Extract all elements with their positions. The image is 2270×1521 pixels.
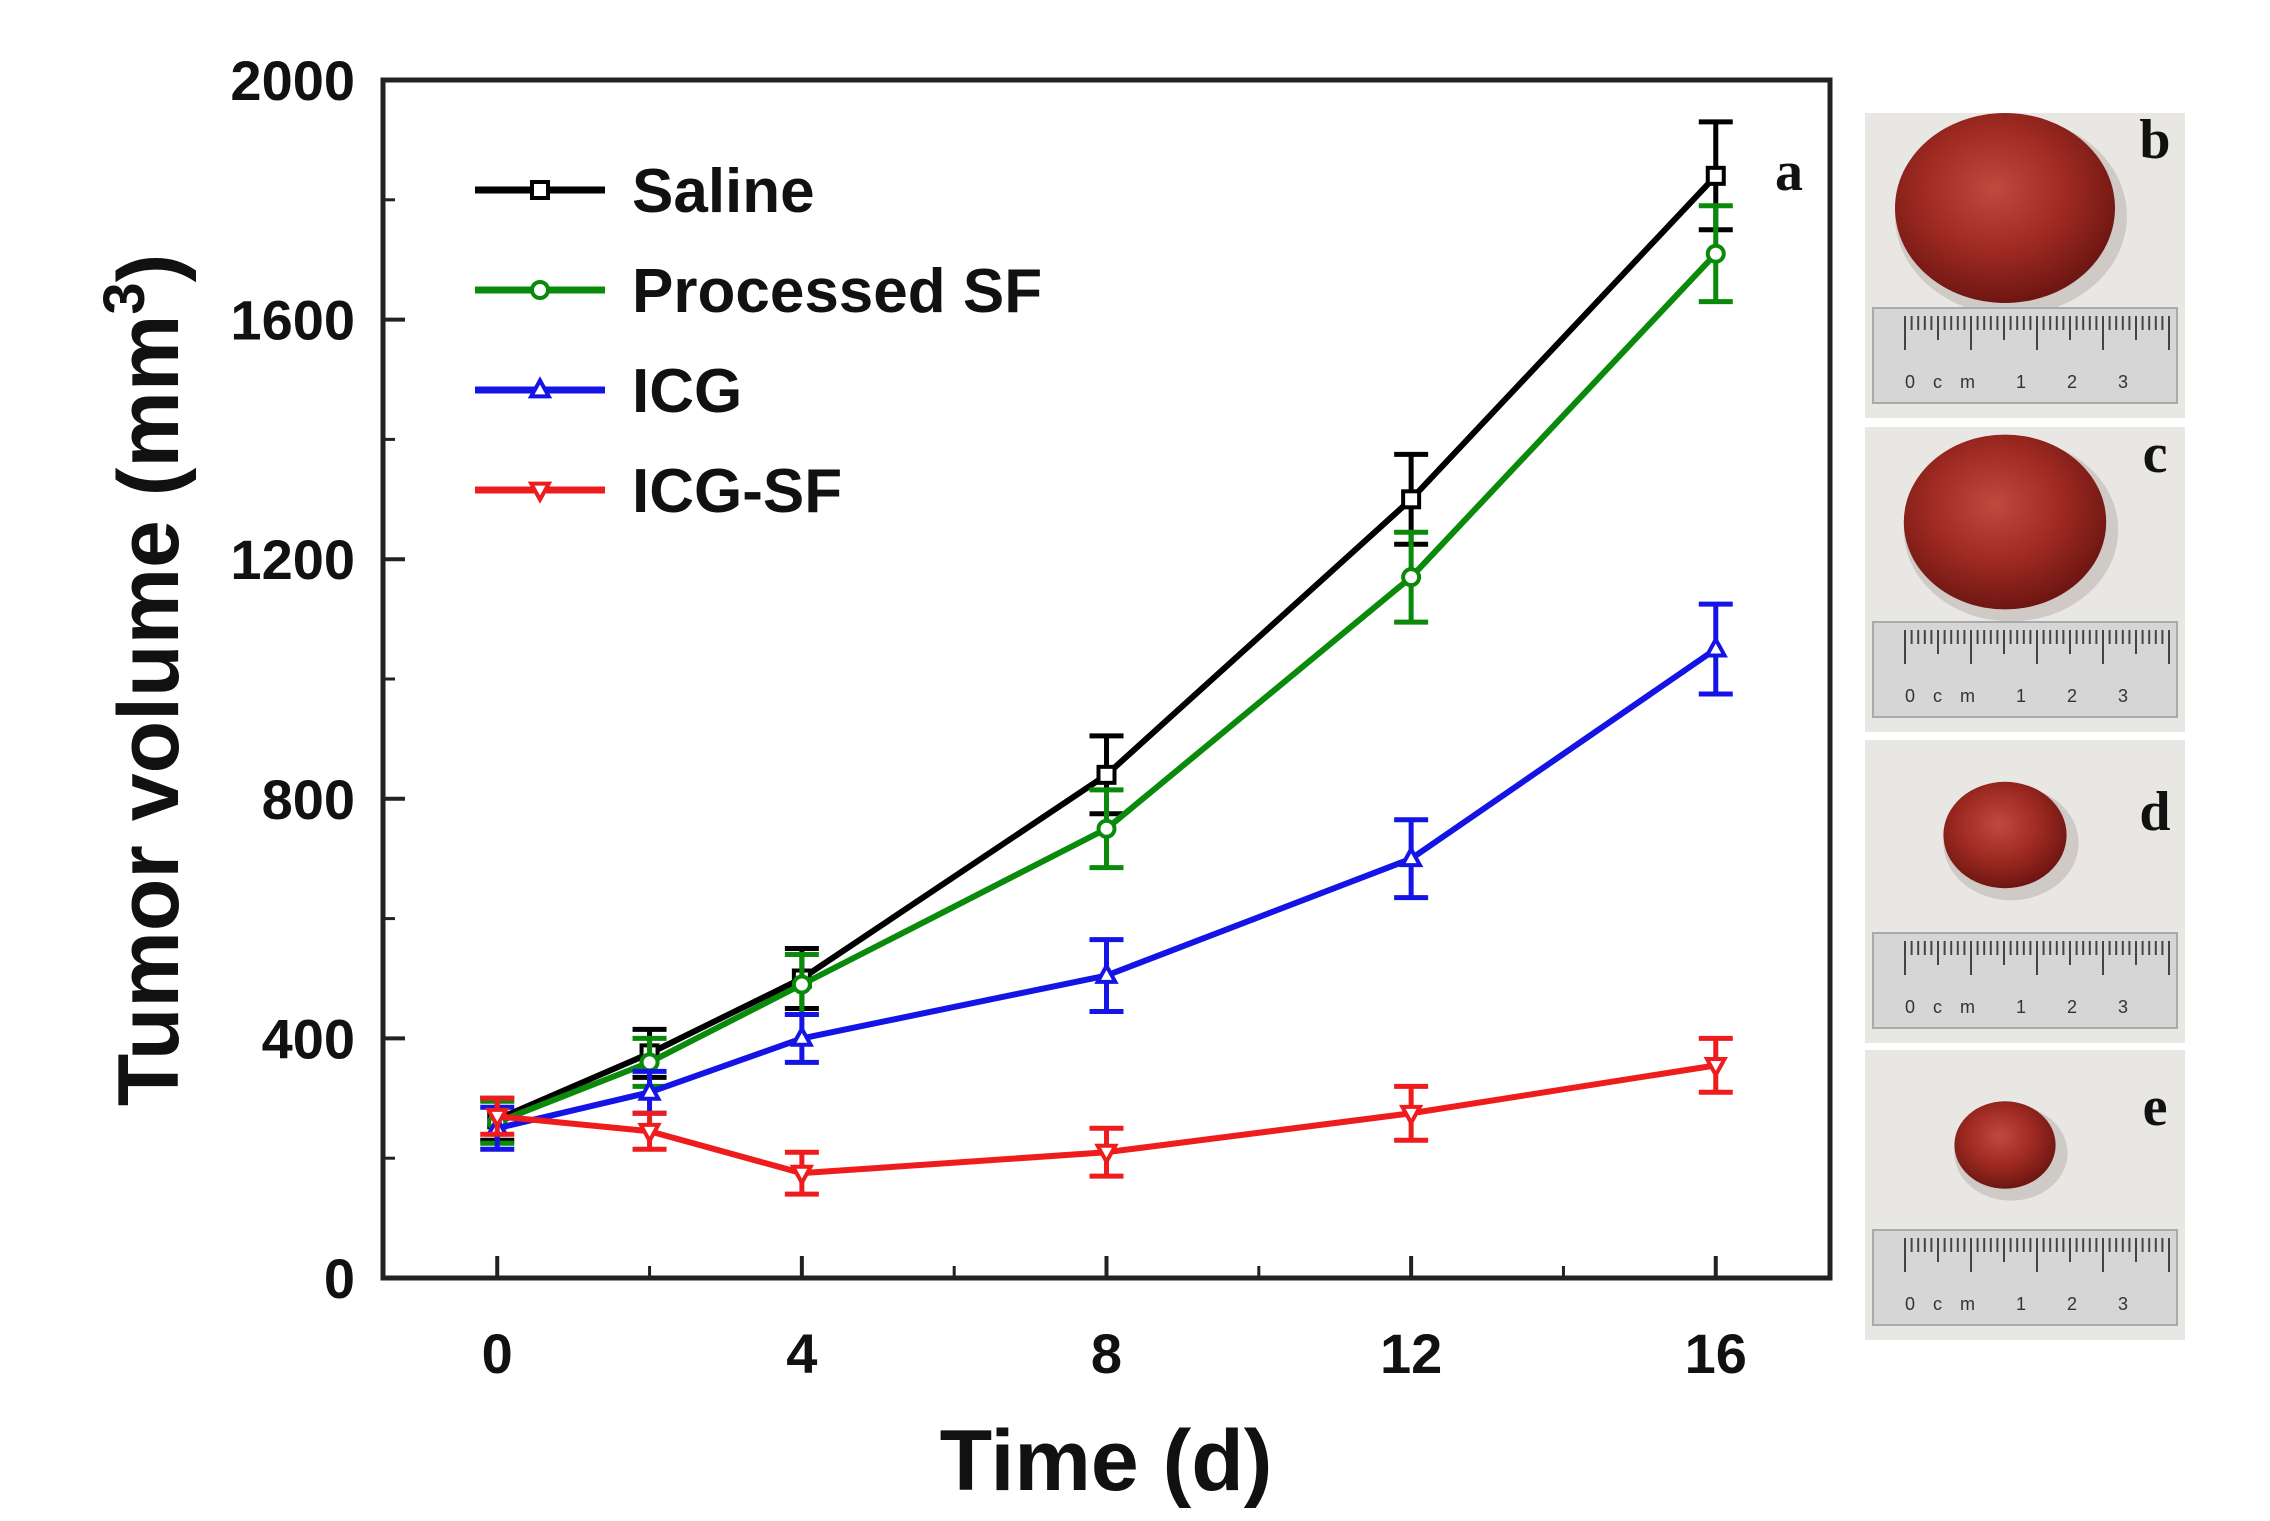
y-tick-label: 2000	[230, 49, 355, 112]
ruler-label: 0cm 1 2 3	[1905, 372, 2146, 392]
data-point	[1094, 961, 1119, 984]
photo-panel-d: 0cm 1 2 3 d	[1865, 740, 2185, 1043]
data-point	[485, 1107, 510, 1131]
photo-panel-e: 0cm 1 2 3 e	[1865, 1050, 2185, 1340]
data-point	[1094, 1143, 1119, 1166]
legend: Saline Processed SF ICG ICG-SF	[475, 157, 1042, 526]
x-tick-labels: 0 4 8 12 16	[482, 1322, 1747, 1385]
tumor-image	[1954, 1101, 2056, 1189]
legend-label: ICG-SF	[632, 457, 842, 526]
photo-panel-c: 0cm 1 2 3 c	[1865, 423, 2185, 732]
y-tick-label: 800	[262, 768, 355, 831]
data-point	[1401, 567, 1422, 588]
x-tick-label: 0	[482, 1322, 513, 1385]
data-point	[1398, 1104, 1424, 1128]
legend-item-processed-sf: Processed SF	[475, 257, 1042, 326]
x-tick-label: 16	[1685, 1322, 1747, 1385]
data-point	[637, 1078, 662, 1101]
y-tick-labels: 0 400 800 1200 1600 2000	[230, 49, 355, 1310]
axis-ticks	[383, 78, 1718, 1280]
data-point	[789, 1024, 815, 1047]
tumor-image	[1895, 113, 2115, 303]
panel-label-e: e	[2143, 1076, 2168, 1138]
panel-label-d: d	[2139, 781, 2170, 843]
series-line	[496, 173, 1718, 1123]
series-processed-sf	[480, 203, 1733, 1146]
data-point	[639, 1052, 660, 1073]
y-tick-label: 400	[262, 1007, 355, 1070]
data-point	[789, 1164, 815, 1187]
data-point	[1401, 489, 1422, 510]
panel-label-a: a	[1775, 141, 1803, 203]
ruler	[1872, 307, 2178, 404]
panel-label-b: b	[2139, 109, 2170, 171]
data-point	[1096, 764, 1117, 785]
y-axis-title-main: Tumor volume (mm	[101, 315, 197, 1107]
series-line	[496, 1062, 1717, 1177]
legend-label: Processed SF	[632, 257, 1042, 326]
data-point	[1705, 243, 1726, 264]
ruler-label: 0cm 1 2 3	[1905, 997, 2146, 1017]
tumor-image	[1943, 781, 2067, 889]
y-tick-label: 1200	[230, 528, 355, 591]
data-point	[1703, 1056, 1728, 1080]
data-point	[1096, 818, 1117, 839]
photo-panel-b: 0cm 1 2 3 b	[1865, 109, 2185, 418]
data-point	[530, 180, 550, 200]
plot-frame	[380, 77, 1833, 1281]
y-tick-label: 1600	[230, 289, 355, 352]
ruler	[1872, 1229, 2178, 1326]
y-axis-title-superscript: 3	[92, 282, 157, 314]
x-tick-label: 8	[1091, 1322, 1122, 1385]
legend-item-saline: Saline	[475, 157, 815, 226]
legend-item-icg: ICG	[475, 357, 742, 426]
ruler	[1872, 932, 2178, 1029]
ruler	[1872, 621, 2178, 718]
data-point	[1398, 844, 1424, 868]
y-axis-title: Tumor volume (mm3)	[92, 254, 197, 1107]
ruler-label: 0cm 1 2 3	[1905, 686, 2146, 706]
data-point	[637, 1122, 662, 1145]
series-line	[496, 251, 1718, 1126]
legend-label: ICG	[632, 357, 742, 426]
tumor-image	[1903, 434, 2107, 610]
legend-item-icg-sf: ICG-SF	[475, 457, 842, 526]
plot-area: 0 4 8 12 16 0 400 800 1200 1600 2000 Saline Proces…	[230, 49, 1833, 1385]
series-icg-sf	[480, 1035, 1733, 1197]
data-point	[791, 974, 812, 995]
y-tick-label: 0	[324, 1247, 355, 1310]
data-point	[530, 280, 550, 300]
series-icg	[480, 601, 1733, 1152]
tumor-photo-column: 0cm 1 2 3 b 0cm 1 2 3 c 0cm 1 2 3 d 0cm 1 2 3 e	[1865, 109, 2185, 1340]
panel-label-c: c	[2143, 423, 2168, 485]
legend-label: Saline	[632, 157, 815, 226]
data-point	[1703, 635, 1728, 658]
ruler-label: 0cm 1 2 3	[1905, 1294, 2146, 1314]
y-axis-title-close: )	[101, 254, 197, 283]
x-tick-label: 12	[1380, 1322, 1442, 1385]
x-axis-title: Time (d)	[940, 1413, 1273, 1509]
series-layer	[480, 119, 1733, 1197]
x-tick-label: 4	[786, 1322, 817, 1385]
series-line	[496, 646, 1718, 1132]
data-point	[527, 481, 553, 504]
data-point	[1705, 165, 1726, 186]
data-point	[527, 376, 553, 399]
